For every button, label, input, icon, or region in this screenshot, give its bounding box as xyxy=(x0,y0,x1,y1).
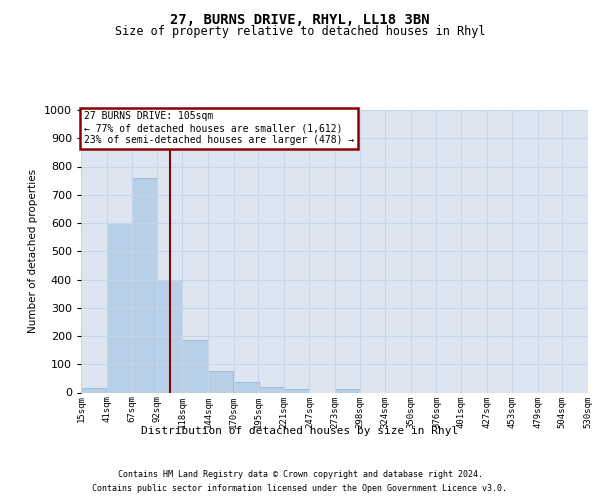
Bar xyxy=(81,388,106,392)
Bar xyxy=(233,382,259,392)
Bar xyxy=(284,389,309,392)
Text: Contains HM Land Registry data © Crown copyright and database right 2024.: Contains HM Land Registry data © Crown c… xyxy=(118,470,482,479)
Bar xyxy=(335,389,360,392)
Y-axis label: Number of detached properties: Number of detached properties xyxy=(28,169,38,334)
Bar xyxy=(208,372,233,392)
Text: Distribution of detached houses by size in Rhyl: Distribution of detached houses by size … xyxy=(142,426,458,436)
Text: Size of property relative to detached houses in Rhyl: Size of property relative to detached ho… xyxy=(115,25,485,38)
Bar xyxy=(157,280,182,392)
Bar xyxy=(107,223,132,392)
Bar xyxy=(258,388,284,392)
Text: 27 BURNS DRIVE: 105sqm
← 77% of detached houses are smaller (1,612)
23% of semi-: 27 BURNS DRIVE: 105sqm ← 77% of detached… xyxy=(83,112,354,144)
Text: Contains public sector information licensed under the Open Government Licence v3: Contains public sector information licen… xyxy=(92,484,508,493)
Bar xyxy=(132,178,157,392)
Text: 27, BURNS DRIVE, RHYL, LL18 3BN: 27, BURNS DRIVE, RHYL, LL18 3BN xyxy=(170,12,430,26)
Bar xyxy=(182,340,208,392)
